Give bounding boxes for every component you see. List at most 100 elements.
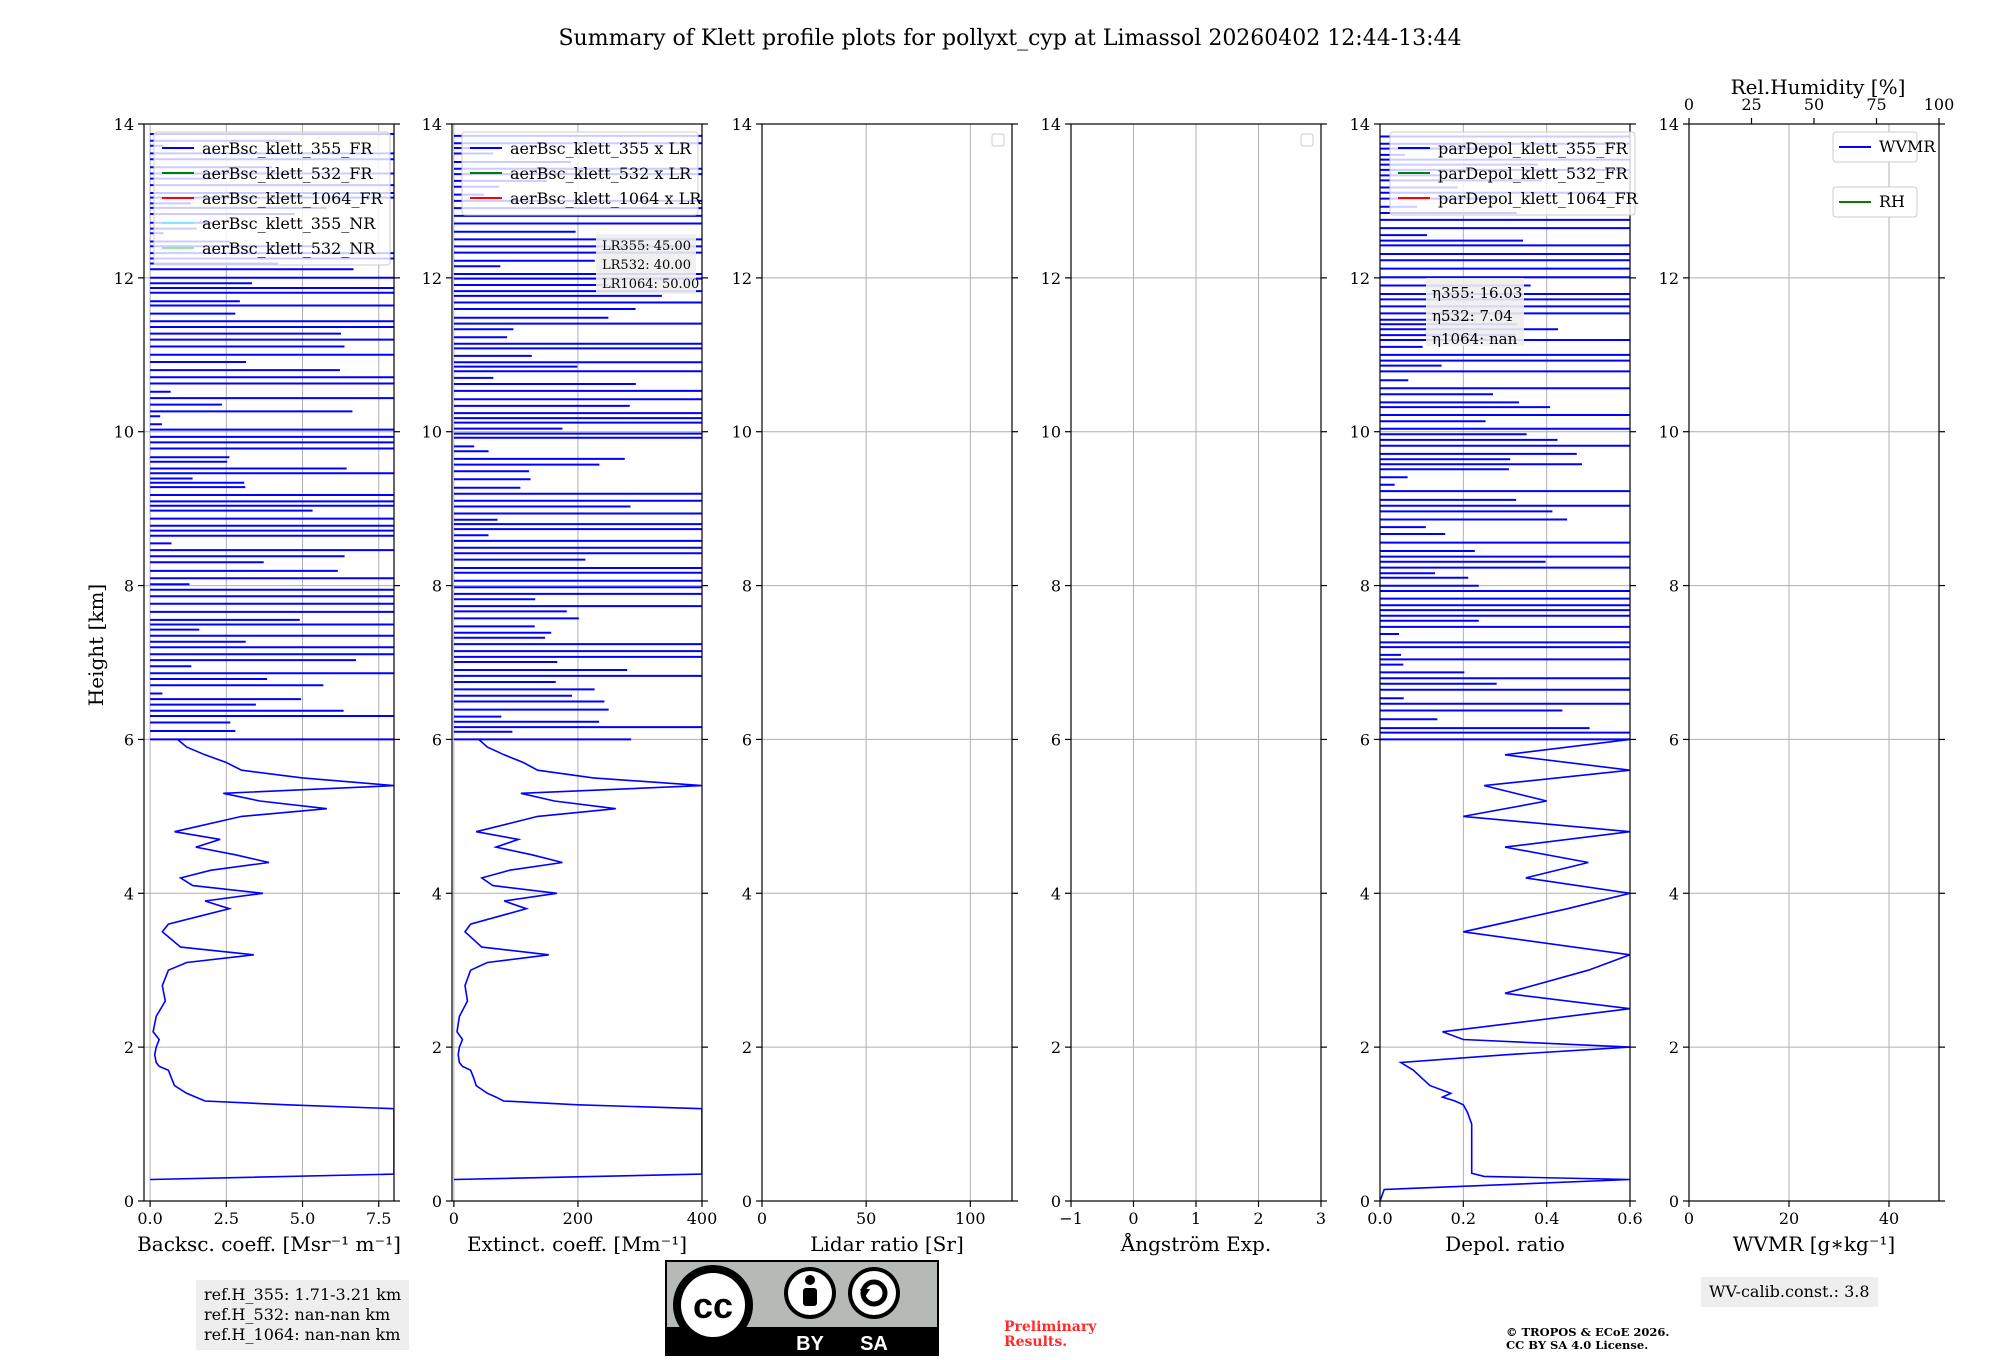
y-tick-label: 14 bbox=[422, 115, 442, 134]
legend-label: parDepol_klett_355_FR bbox=[1438, 139, 1629, 158]
legend-box bbox=[153, 131, 391, 266]
panels-group: 0.0 2.5 5.0 7.5 Backsc. coeff. [Msr⁻¹ m⁻¹] 0 2… bbox=[114, 95, 1955, 1256]
y-tick-label: 2 bbox=[124, 1038, 134, 1057]
by-label: BY bbox=[796, 1333, 824, 1355]
panel-1-data bbox=[150, 133, 394, 1181]
x-tick-label: 0.0 bbox=[1367, 1209, 1392, 1228]
y-tick-label: 0 bbox=[124, 1192, 134, 1211]
legend-label: aerBsc_klett_355 x LR bbox=[510, 139, 692, 158]
copyright-line-2: CC BY SA 4.0 License. bbox=[1506, 1338, 1649, 1352]
y-tick-label: 8 bbox=[1669, 577, 1679, 596]
y-tick-label: 4 bbox=[1360, 884, 1370, 903]
copyright-line-1: © TROPOS & ECoE 2026. bbox=[1506, 1325, 1670, 1339]
lr-annotation-line: LR532: 40.00 bbox=[602, 258, 691, 273]
x-tick-label: 0 bbox=[1684, 1209, 1694, 1228]
y-tick-label: 4 bbox=[1051, 884, 1061, 903]
x-tick-label: 0 bbox=[1128, 1209, 1138, 1228]
y-tick-label: 14 bbox=[1659, 115, 1679, 134]
x-tick-label: 3 bbox=[1316, 1209, 1326, 1228]
y-tick-label: 0 bbox=[742, 1192, 752, 1211]
series-line-parDepol_klett_355_FR bbox=[1380, 738, 1630, 1201]
x-axis-label-1: Backsc. coeff. [Msr⁻¹ m⁻¹] bbox=[137, 1232, 401, 1256]
y-tick-label: 10 bbox=[422, 423, 442, 442]
eta-annotation-line: η532: 7.04 bbox=[1432, 307, 1513, 325]
empty-legend-box bbox=[1300, 133, 1314, 147]
legend-box bbox=[1832, 131, 1918, 163]
series-line-aerBsc_klett_355 x LR bbox=[453, 738, 702, 1181]
y-tick-label: 2 bbox=[1360, 1038, 1370, 1057]
panel-3-frame bbox=[761, 123, 1013, 1202]
x-tick-label: 7.5 bbox=[366, 1209, 391, 1228]
y-tick-label: 10 bbox=[114, 423, 134, 442]
ref-height-532: ref.H_532: nan-nan km bbox=[204, 1305, 391, 1324]
x-axis-label-5: Depol. ratio bbox=[1445, 1232, 1565, 1256]
top-x-tick-label: 25 bbox=[1741, 95, 1761, 114]
y-tick-label: 10 bbox=[1659, 423, 1679, 442]
y-tick-label: 12 bbox=[1659, 269, 1679, 288]
y-axis-label: Height [km] bbox=[84, 584, 108, 706]
series-noise-parDepol_klett_355_FR bbox=[1380, 135, 1630, 741]
cc-logo-text: cc bbox=[693, 1285, 733, 1326]
top-x-tick-label: 0 bbox=[1684, 95, 1694, 114]
panel-1-frame bbox=[143, 123, 395, 1202]
lr-annotation-line: LR355: 45.00 bbox=[602, 239, 691, 254]
x-tick-label: 5.0 bbox=[290, 1209, 315, 1228]
x-tick-label: 2 bbox=[1253, 1209, 1263, 1228]
x-tick-label: 0 bbox=[757, 1209, 767, 1228]
y-tick-label: 8 bbox=[1051, 577, 1061, 596]
legend-box bbox=[1832, 186, 1918, 218]
y-tick-label: 0 bbox=[1669, 1192, 1679, 1211]
wv-calib-box: WV-calib.const.: 3.8 bbox=[1701, 1277, 1878, 1307]
x-tick-label: 1 bbox=[1191, 1209, 1201, 1228]
y-tick-label: 6 bbox=[742, 730, 752, 749]
panel-2-frame bbox=[451, 123, 703, 1202]
x-tick-label: 400 bbox=[687, 1209, 718, 1228]
y-tick-label: 0 bbox=[1051, 1192, 1061, 1211]
legend-label: aerBsc_klett_355_FR bbox=[202, 139, 373, 158]
y-tick-label: 14 bbox=[1350, 115, 1370, 134]
cc-license-badge[interactable]: cc BY SA bbox=[665, 1260, 939, 1356]
panel-6: 0 20 40 WVMR [g∗kg⁻¹] 0 2 4 6 8 10 12 14 0 25 50 75 100 W… bbox=[1659, 95, 1955, 1256]
x-tick-label: 0.6 bbox=[1617, 1209, 1642, 1228]
y-tick-label: 6 bbox=[1051, 730, 1061, 749]
panel-1: 0.0 2.5 5.0 7.5 Backsc. coeff. [Msr⁻¹ m⁻¹] 0 2… bbox=[114, 115, 401, 1256]
legend-label: aerBsc_klett_355_NR bbox=[202, 214, 376, 233]
y-tick-label: 2 bbox=[432, 1038, 442, 1057]
lr-annotation-line: LR1064: 50.00 bbox=[602, 277, 699, 292]
y-tick-label: 14 bbox=[114, 115, 134, 134]
y-tick-label: 10 bbox=[1350, 423, 1370, 442]
top-x-tick-label: 75 bbox=[1866, 95, 1886, 114]
y-tick-label: 4 bbox=[742, 884, 752, 903]
x-axis-label-3: Lidar ratio [Sr] bbox=[810, 1232, 964, 1256]
x-axis-label-6: WVMR [g∗kg⁻¹] bbox=[1733, 1232, 1895, 1256]
ref-height-1064: ref.H_1064: nan-nan km bbox=[204, 1325, 401, 1344]
y-tick-label: 6 bbox=[432, 730, 442, 749]
legend-label: aerBsc_klett_532_FR bbox=[202, 164, 373, 183]
x-tick-label: 0.4 bbox=[1534, 1209, 1559, 1228]
legend-label: WVMR bbox=[1879, 137, 1936, 156]
y-tick-label: 12 bbox=[732, 269, 752, 288]
ref-height-box: ref.H_355: 1.71-3.21 km ref.H_532: nan-n… bbox=[196, 1280, 410, 1350]
x-axis-label-2: Extinct. coeff. [Mm⁻¹] bbox=[467, 1232, 687, 1256]
y-tick-label: 4 bbox=[1669, 884, 1679, 903]
sa-label: SA bbox=[860, 1333, 888, 1355]
x-tick-label: 0 bbox=[449, 1209, 459, 1228]
x-tick-label: 2.5 bbox=[214, 1209, 239, 1228]
lr-annotation-box bbox=[596, 234, 696, 294]
top-x-tick-label: 50 bbox=[1804, 95, 1824, 114]
y-tick-label: 14 bbox=[1041, 115, 1061, 134]
series-line-aerBsc_klett_355_FR bbox=[150, 738, 394, 1181]
legend-label: aerBsc_klett_1064_FR bbox=[202, 189, 384, 208]
y-tick-label: 12 bbox=[1041, 269, 1061, 288]
legend-label: aerBsc_klett_1064 x LR bbox=[510, 189, 702, 208]
y-tick-label: 8 bbox=[124, 577, 134, 596]
y-tick-label: 8 bbox=[1360, 577, 1370, 596]
y-tick-label: 12 bbox=[1350, 269, 1370, 288]
legend-box bbox=[461, 131, 699, 216]
empty-legend-box bbox=[991, 133, 1005, 147]
x-tick-label: 0.2 bbox=[1451, 1209, 1476, 1228]
copyright-note: © TROPOS & ECoE 2026. CC BY SA 4.0 Licen… bbox=[1506, 1326, 1669, 1352]
y-tick-label: 12 bbox=[114, 269, 134, 288]
legend-label: aerBsc_klett_532 x LR bbox=[510, 164, 692, 183]
